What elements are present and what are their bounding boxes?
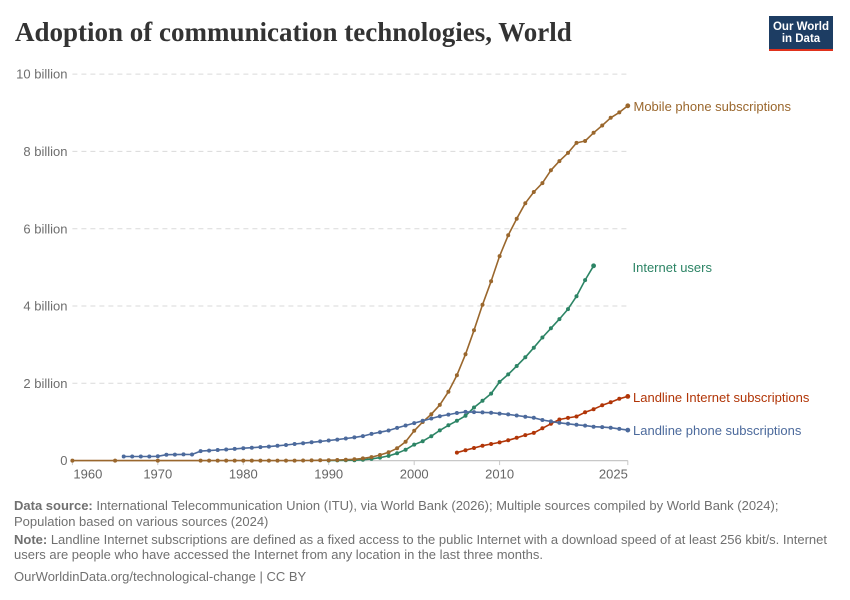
svg-text:6 billion: 6 billion xyxy=(23,221,67,236)
svg-text:1980: 1980 xyxy=(229,466,258,481)
svg-text:1970: 1970 xyxy=(143,466,172,481)
svg-text:2010: 2010 xyxy=(485,466,514,481)
svg-text:4 billion: 4 billion xyxy=(23,299,67,314)
svg-text:1960: 1960 xyxy=(73,466,102,481)
svg-text:2 billion: 2 billion xyxy=(23,376,67,391)
svg-text:1990: 1990 xyxy=(314,466,343,481)
svg-text:8 billion: 8 billion xyxy=(23,144,67,159)
svg-text:Internet users: Internet users xyxy=(633,260,713,275)
svg-text:0: 0 xyxy=(60,453,67,468)
svg-text:Landline phone subscriptions: Landline phone subscriptions xyxy=(633,423,802,438)
svg-text:Landline Internet subscription: Landline Internet subscriptions xyxy=(633,390,810,405)
svg-text:2025: 2025 xyxy=(599,466,628,481)
svg-text:10 billion: 10 billion xyxy=(16,67,67,82)
svg-text:2000: 2000 xyxy=(400,466,429,481)
svg-text:Mobile phone subscriptions: Mobile phone subscriptions xyxy=(634,99,792,114)
